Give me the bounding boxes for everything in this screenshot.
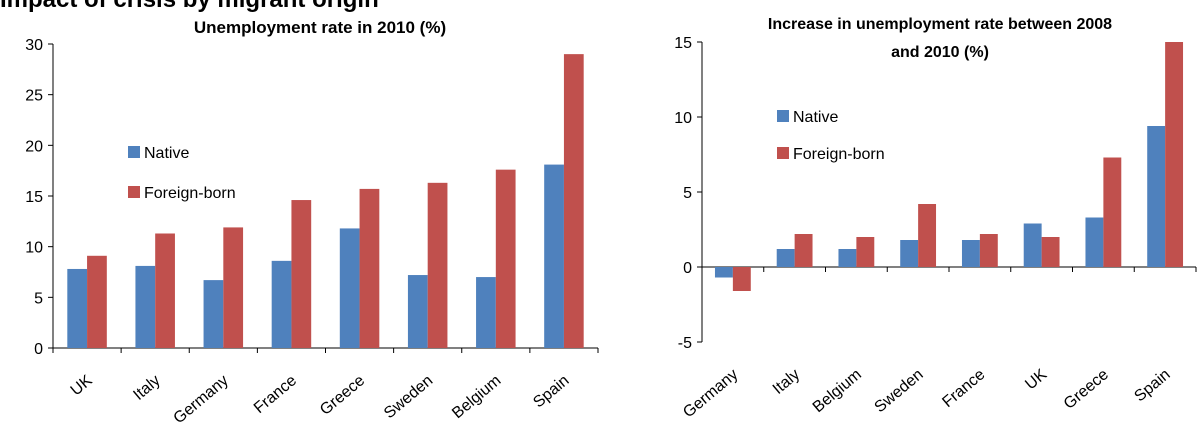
y-tick-label: -5 [678,335,692,352]
foreign-born-bar-germany [223,227,244,348]
native-bar-uk [1023,223,1042,267]
x-tick-label-france: France [251,372,300,417]
x-tick-label-spain: Spain [530,372,572,411]
foreign-born-bar-france [979,234,998,267]
legend-swatch-foreign-born [777,147,789,159]
foreign-born-bar-belgium [856,237,875,267]
legend-label-foreign-born: Foreign-born [793,146,885,163]
y-tick-label: 10 [25,240,43,257]
x-tick-label-greece: Greece [317,372,368,419]
y-tick-label: 0 [683,260,692,277]
x-tick-label-sweden: Sweden [871,366,926,416]
native-bar-germany [203,280,224,348]
native-bar-italy [135,265,156,348]
foreign-born-bar-france [291,200,312,348]
native-bar-france [271,260,292,348]
native-bar-greece [339,228,360,348]
y-tick-label: 5 [34,290,43,307]
legend-label-native: Native [793,109,838,126]
legend-label-native: Native [144,145,189,162]
y-tick-label: 30 [25,37,43,54]
x-tick-label-spain: Spain [1131,366,1173,405]
y-tick-label: 20 [25,138,43,155]
foreign-born-bar-italy [794,234,813,267]
x-tick-label-germany: Germany [171,372,232,427]
legend-label-foreign-born: Foreign-born [144,185,236,202]
x-tick-label-sweden: Sweden [381,372,436,422]
x-tick-label-germany: Germany [680,366,741,421]
foreign-born-bar-spain [1165,42,1184,267]
y-tick-label: 10 [674,110,692,127]
unemployment-2010-chart: Unemployment rate in 2010 (%) 0 5 10 15 20 25… [25,18,599,427]
y-tick-label: 0 [34,341,43,358]
foreign-born-bar-greece [359,188,380,348]
native-bar-belgium [476,277,496,348]
foreign-born-bar-germany [732,267,751,291]
native-bar-italy [776,249,795,267]
x-tick-label-greece: Greece [1061,366,1112,413]
x-tick-label-italy: Italy [770,366,803,398]
chart-title-line-2: and 2010 (%) [891,44,989,61]
native-bar-france [961,240,980,267]
native-bar-sweden [900,240,919,267]
foreign-born-bar-italy [155,233,175,348]
native-bar-belgium [838,249,857,267]
x-tick-label-france: France [939,366,988,411]
legend-swatch-native [128,146,140,158]
native-bar-spain [1147,126,1166,267]
x-tick-label-belgium: Belgium [810,366,865,416]
y-tick-label: 15 [674,35,692,52]
legend-swatch-native [777,110,789,122]
page-heading: Impact of crisis by migrant origin [0,0,379,14]
chart-title-line-1: Increase in unemployment rate between 20… [768,16,1112,33]
x-tick-label-uk: UK [68,372,96,400]
foreign-born-bar-spain [563,54,584,349]
x-tick-label-italy: Italy [130,372,163,404]
legend-swatch-foreign-born [128,186,140,198]
unemployment-increase-chart: Increase in unemployment rate between 20… [674,16,1197,421]
foreign-born-bar-uk [1041,237,1060,267]
x-tick-label-belgium: Belgium [449,372,504,422]
native-bar-uk [67,268,88,348]
foreign-born-bar-uk [87,255,107,348]
foreign-born-bar-sweden [427,182,448,348]
native-bar-sweden [407,275,428,348]
native-bar-greece [1085,217,1104,267]
y-tick-label: 15 [25,189,43,206]
foreign-born-bar-sweden [918,204,937,267]
x-tick-label-uk: UK [1022,366,1050,394]
native-bar-spain [544,164,564,348]
native-bar-germany [714,267,733,278]
foreign-born-bar-belgium [495,169,516,348]
chart-title: Unemployment rate in 2010 (%) [194,18,446,37]
y-tick-label: 5 [683,185,692,202]
y-tick-label: 25 [25,88,43,105]
foreign-born-bar-greece [1103,157,1122,267]
